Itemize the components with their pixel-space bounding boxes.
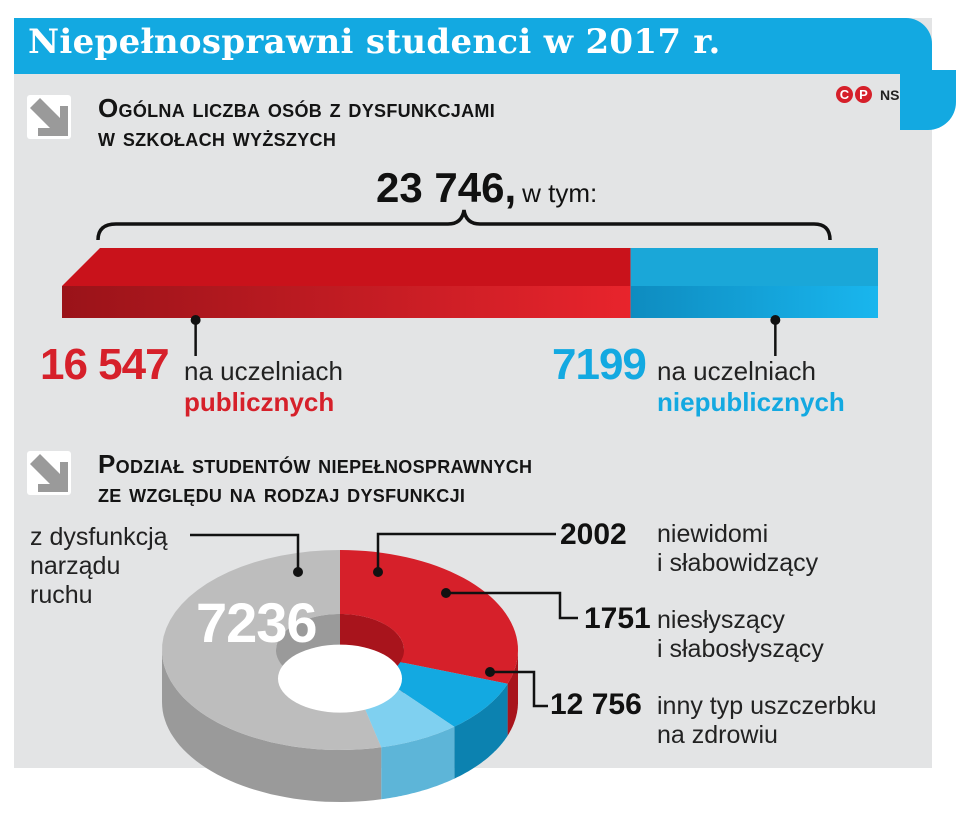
slice-motor-label-line3: ruchu — [30, 581, 93, 609]
slice-deaf-label-line2: i słabosłyszący — [657, 635, 824, 663]
donut-leader-dot-deaf — [441, 588, 451, 598]
slice-other-value: 12 756 — [550, 688, 642, 721]
donut-hole — [278, 644, 402, 713]
public-label: na uczelniach publicznych — [184, 356, 343, 418]
slice-deaf-value: 1751 — [584, 602, 651, 635]
public-label-strong: publicznych — [184, 387, 335, 417]
arrow-down-right-icon — [27, 451, 71, 495]
slice-other-label-line2: na zdrowiu — [657, 721, 778, 749]
bar-segment-niepublicznych-leader-dot — [770, 315, 781, 325]
donut-slice-deaf-side — [381, 726, 455, 800]
total-brace — [96, 209, 832, 241]
slice-blind-value: 2002 — [560, 518, 627, 551]
bar-segment-publicznych — [62, 286, 631, 318]
slice-deaf-label-line1: niesłyszący — [657, 606, 785, 634]
slice-blind-label-line1: niewidomi — [657, 520, 769, 548]
slice-motor-label-line1: z dysfunkcją — [30, 523, 168, 551]
donut-leader-other — [490, 670, 548, 708]
stacked-bar — [62, 248, 878, 318]
bar-segment-niepublicznych — [630, 286, 878, 318]
slice-other-label: inny typ uszczerbku na zdrowiu — [657, 692, 877, 750]
private-label: na uczelniach niepublicznych — [657, 356, 845, 418]
title-bar — [14, 18, 932, 74]
slice-motor-label-line2: narządu — [30, 552, 121, 580]
total-number: 23 746, — [376, 164, 517, 211]
donut-slice-motor — [340, 550, 518, 684]
section1-heading-line1: Ogólna liczba osób z dysfunkcjami — [98, 93, 496, 123]
slice-blind-label: niewidomi i słabowidzący — [657, 520, 818, 578]
credit-suffix: NS — [880, 86, 900, 103]
bar-segment-publicznych-leader-dot — [190, 315, 201, 325]
slice-deaf-label: niesłyszący i słabosłyszący — [657, 606, 824, 664]
slice-blind-label-line2: i słabowidzący — [657, 549, 819, 577]
donut-leader-dot-blind — [373, 567, 383, 577]
section1-heading-line2: w szkołach wyższych — [98, 122, 337, 152]
donut-leaders — [190, 532, 578, 708]
page-title: Niepełnosprawni studenci w 2017 r. — [28, 22, 721, 62]
section2-heading-line1: Podział studentów niepełnosprawnych — [98, 449, 533, 479]
private-value: 7199 — [552, 340, 647, 389]
slice-motor-label: z dysfunkcją narządu ruchu — [30, 523, 168, 610]
donut-slice-blind-side — [454, 683, 508, 779]
donut-leader-dot-other — [485, 667, 495, 677]
total-value: 23 746, w tym: — [376, 164, 597, 212]
donut-chart — [162, 550, 518, 802]
copyright-c-icon: C — [836, 86, 853, 103]
bar-segment-publicznych-top — [62, 248, 631, 286]
bar-leaders — [190, 315, 781, 356]
private-label-strong: niepublicznych — [657, 387, 845, 417]
public-label-text: na uczelniach — [184, 356, 343, 386]
section1-heading: Ogólna liczba osób z dysfunkcjami w szko… — [98, 94, 495, 152]
total-suffix: w tym: — [522, 178, 598, 208]
bar-segment-niepublicznych-top — [630, 248, 878, 286]
arrow-down-right-icon — [27, 95, 71, 139]
title-bar-tab — [900, 70, 956, 130]
copyright-badge: C P NS — [836, 86, 899, 103]
private-label-text: na uczelniach — [657, 356, 816, 386]
section2-heading-line2: ze względu na rodzaj dysfunkcji — [98, 478, 466, 508]
slice-other-label-line1: inny typ uszczerbku — [657, 692, 877, 720]
slice-motor-value: 7236 — [196, 591, 318, 654]
donut-leader-dot-motor — [293, 567, 303, 577]
donut-slice-blind — [381, 662, 508, 727]
donut-leader-motor — [190, 533, 300, 572]
donut-leader-deaf — [446, 591, 578, 620]
donut-slice-other-side — [162, 650, 382, 802]
donut-leader-blind — [376, 532, 556, 572]
copyright-p-icon: P — [855, 86, 872, 103]
section2-heading: Podział studentów niepełnosprawnych ze w… — [98, 450, 532, 508]
public-value: 16 547 — [40, 340, 170, 389]
